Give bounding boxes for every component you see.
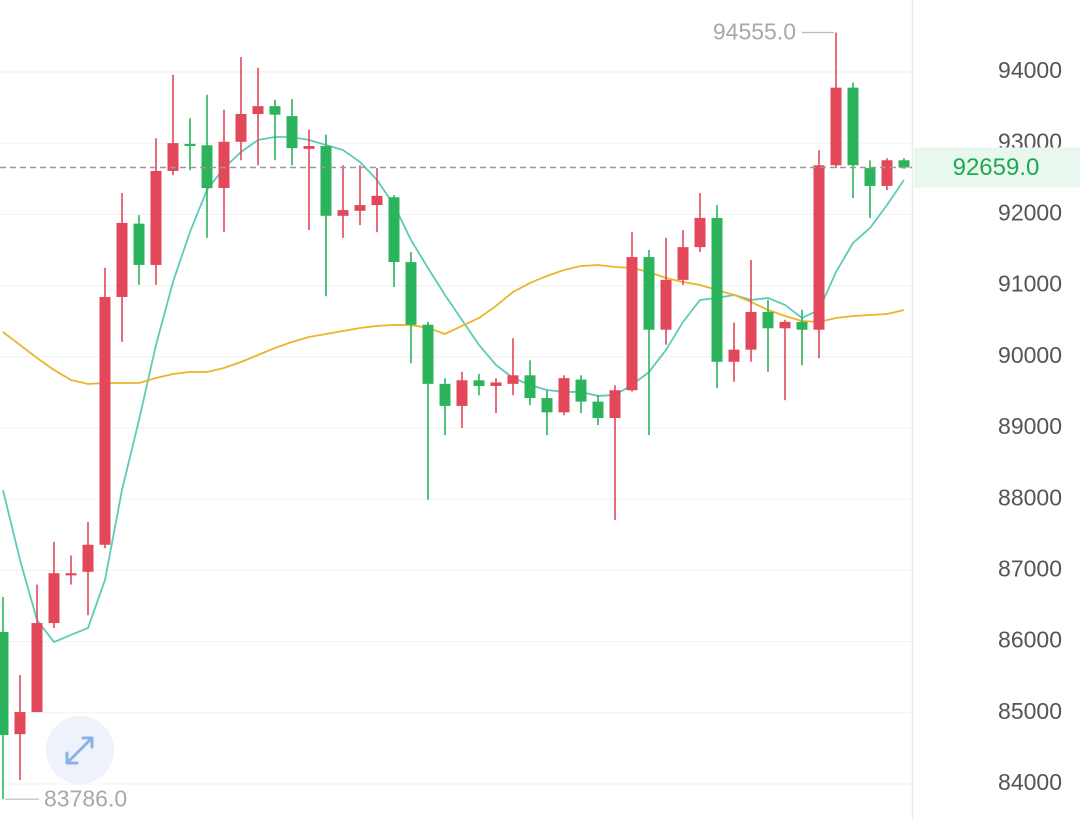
candle-body — [286, 116, 298, 149]
candle-body — [660, 279, 672, 330]
candle-body — [201, 145, 213, 189]
candle-body — [796, 321, 808, 330]
candle-body — [235, 113, 247, 142]
expand-button[interactable] — [46, 716, 114, 784]
candle-body — [150, 170, 162, 265]
y-tick-label: 92000 — [998, 199, 1062, 225]
candle-body — [252, 106, 264, 114]
candle-body — [864, 168, 876, 186]
candle-body — [694, 217, 706, 248]
y-tick-label: 89000 — [998, 413, 1062, 439]
candle-body — [320, 146, 332, 216]
y-tick-label: 90000 — [998, 342, 1062, 368]
candle-body — [609, 390, 621, 419]
candle-body — [524, 375, 536, 399]
candle-body — [881, 160, 893, 186]
candle-body — [48, 573, 60, 624]
candle-body — [354, 205, 366, 211]
candle-body — [116, 222, 128, 297]
candle-body — [711, 217, 723, 362]
candle-body — [439, 383, 451, 406]
y-tick-label: 86000 — [998, 627, 1062, 653]
candle-body — [575, 379, 587, 402]
candle-body — [99, 296, 111, 545]
candle-body — [626, 257, 638, 391]
last-price-label: 92659.0 — [953, 154, 1040, 181]
moving-average-line — [2, 136, 905, 644]
y-tick-label: 91000 — [998, 271, 1062, 297]
candle-body — [507, 375, 519, 384]
candle-body — [847, 87, 859, 166]
candle-body — [779, 321, 791, 329]
y-tick-label: 84000 — [998, 769, 1062, 795]
low-label: 83786.0 — [44, 785, 127, 811]
moving-averages — [2, 136, 905, 644]
candle-body — [830, 87, 842, 166]
candle-body — [133, 223, 145, 265]
high-label: 94555.0 — [713, 19, 796, 45]
candle-body — [473, 380, 485, 386]
candle-body — [677, 247, 689, 280]
candle-body — [184, 143, 196, 147]
last-price-box — [914, 147, 1080, 188]
candle-body — [0, 631, 9, 735]
candles — [0, 32, 910, 800]
candle-body — [167, 143, 179, 171]
candle-body — [456, 380, 468, 406]
candle-body — [745, 311, 757, 350]
candle-body — [31, 623, 43, 713]
candle-body — [269, 106, 281, 115]
candle-body — [405, 262, 417, 325]
candle-body — [898, 160, 910, 168]
y-tick-label: 94000 — [998, 57, 1062, 83]
candle-body — [558, 378, 570, 413]
candle-body — [371, 195, 383, 206]
candle-body — [337, 210, 349, 216]
candle-body — [762, 311, 774, 329]
candle-body — [643, 257, 655, 330]
candle-body — [388, 197, 400, 263]
candle-body — [422, 324, 434, 384]
candle-body — [218, 141, 230, 189]
candle-body — [813, 165, 825, 330]
candle-body — [82, 544, 94, 572]
annotations: 92659.0 94555.0 83786.0 — [0, 19, 1080, 811]
candle-body — [541, 398, 553, 413]
candle-body — [592, 401, 604, 419]
y-tick-label: 87000 — [998, 555, 1062, 581]
candle-body — [490, 382, 502, 386]
candle-body — [14, 712, 26, 735]
y-tick-label: 85000 — [998, 698, 1062, 724]
y-tick-label: 88000 — [998, 484, 1062, 510]
candle-body — [65, 573, 77, 576]
candle-body — [728, 349, 740, 362]
moving-average-line — [2, 264, 905, 385]
candle-body — [303, 146, 315, 149]
